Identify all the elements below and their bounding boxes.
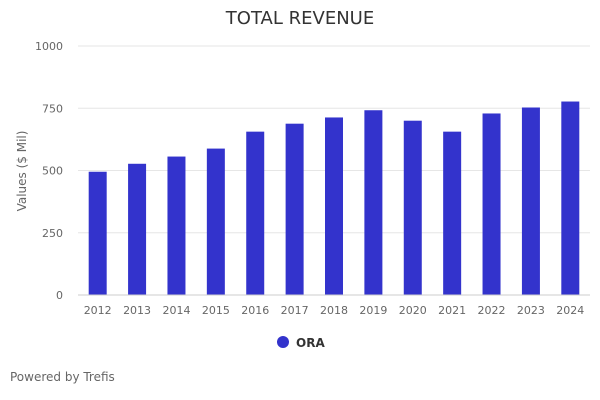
bar-2021[interactable] [443, 131, 462, 295]
y-tick-label: 500 [42, 165, 63, 178]
x-axis-ticks: 2012 2013 2014 2015 2016 2017 2018 2019 2020 2021… [84, 304, 585, 317]
legend-label-ora[interactable]: ORA [296, 336, 325, 350]
x-tick-label: 2016 [241, 304, 269, 317]
x-tick-label: 2022 [478, 304, 506, 317]
x-tick-label: 2021 [438, 304, 466, 317]
x-tick-label: 2013 [123, 304, 151, 317]
x-tick-label: 2023 [517, 304, 545, 317]
y-tick-label: 750 [42, 102, 63, 115]
bar-2020[interactable] [403, 120, 422, 295]
bar-2022[interactable] [482, 113, 501, 295]
bar-2018[interactable] [325, 117, 343, 295]
x-tick-label: 2012 [84, 304, 112, 317]
bar-2019[interactable] [364, 110, 383, 295]
y-axis-label: Values ($ Mil) [15, 131, 29, 212]
x-tick-label: 2017 [281, 304, 309, 317]
y-axis-ticks: 0 250 500 750 1000 [35, 40, 63, 302]
x-tick-label: 2024 [556, 304, 584, 317]
legend-marker-icon[interactable] [277, 336, 289, 348]
x-tick-label: 2019 [359, 304, 387, 317]
trefis-credit[interactable]: Powered by Trefis [10, 370, 115, 384]
x-tick-label: 2015 [202, 304, 230, 317]
bar-2016[interactable] [246, 131, 265, 295]
chart-title: TOTAL REVENUE [225, 8, 374, 29]
x-tick-label: 2018 [320, 304, 348, 317]
x-tick-label: 2020 [399, 304, 427, 317]
bars [88, 101, 580, 296]
bar-2023[interactable] [521, 107, 540, 296]
bar-2024[interactable] [561, 101, 580, 295]
y-tick-label: 1000 [35, 40, 63, 53]
bar-2015[interactable] [206, 148, 225, 295]
bar-2014[interactable] [167, 156, 186, 295]
y-tick-label: 250 [42, 227, 63, 240]
bar-2017[interactable] [285, 123, 304, 295]
bar-2013[interactable] [128, 163, 147, 295]
legend[interactable]: ORA [277, 336, 325, 350]
x-tick-label: 2014 [162, 304, 190, 317]
bar-2012[interactable] [88, 171, 107, 295]
y-tick-label: 0 [56, 289, 63, 302]
